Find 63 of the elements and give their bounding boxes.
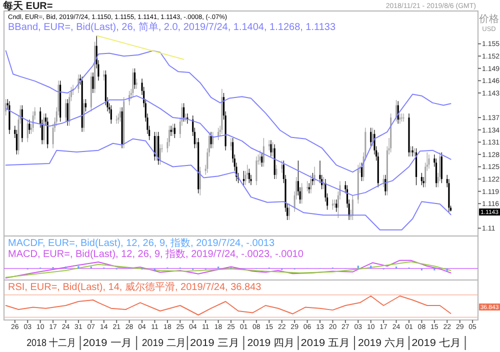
candlestick bbox=[172, 123, 174, 136]
text: 2019 三月 bbox=[190, 338, 240, 349]
candlestick bbox=[66, 98, 68, 126]
candlestick bbox=[28, 119, 30, 134]
candlestick bbox=[399, 113, 401, 124]
candlestick bbox=[259, 150, 261, 165]
candlestick bbox=[281, 160, 283, 174]
candlestick bbox=[270, 140, 272, 157]
candlestick bbox=[132, 68, 134, 98]
candlestick bbox=[16, 130, 18, 155]
candlestick bbox=[261, 152, 263, 168]
candlestick bbox=[308, 182, 310, 194]
candlestick bbox=[370, 128, 372, 147]
series-label: BBand, EUR=, Bid(Last), 26, 简单, 2.0, 2019/7/24, 1.1404, 1.1268, 1.1133 bbox=[8, 21, 336, 33]
line-series bbox=[5, 138, 452, 230]
text: 2019 二月 bbox=[142, 338, 187, 349]
candlestick bbox=[136, 78, 138, 90]
candlestick bbox=[174, 123, 176, 138]
candlestick bbox=[26, 119, 28, 142]
text: 2019 七月 bbox=[412, 337, 461, 349]
candlestick bbox=[288, 203, 290, 220]
candlestick bbox=[334, 199, 336, 208]
series-label: MACD, EUR=, Bid(Last), 12, 26, 9, 指数, 2019/7/24, -.0023, -.0010 bbox=[8, 248, 304, 260]
candlestick bbox=[242, 170, 245, 186]
candlestick bbox=[312, 172, 314, 186]
candlestick bbox=[310, 174, 312, 194]
candlestick bbox=[268, 140, 270, 151]
candlestick bbox=[420, 172, 422, 186]
series-label: MACDF, EUR=, Bid(Last), 12, 26, 9, 指数, 2019/7/24, -.0013 bbox=[8, 237, 275, 249]
candlestick bbox=[276, 164, 278, 180]
candlestick bbox=[196, 138, 198, 149]
candlestick bbox=[336, 199, 338, 212]
candlestick bbox=[422, 176, 424, 188]
text: 2019 四月 bbox=[247, 338, 295, 349]
candlestick bbox=[435, 158, 438, 188]
candlestick bbox=[306, 180, 308, 192]
candlestick bbox=[256, 156, 258, 186]
candlestick bbox=[43, 113, 45, 144]
candlestick bbox=[110, 104, 112, 124]
candlestick bbox=[170, 125, 172, 136]
candlestick bbox=[272, 142, 274, 157]
candlestick bbox=[84, 98, 87, 112]
candlestick bbox=[440, 152, 442, 184]
candlestick bbox=[46, 117, 48, 149]
candlestick bbox=[301, 182, 303, 204]
candlestick bbox=[103, 70, 105, 81]
candlestick bbox=[428, 154, 430, 170]
text: 2019 六月 bbox=[358, 337, 406, 349]
candlestick bbox=[332, 199, 334, 210]
candlestick bbox=[248, 168, 250, 184]
candlestick bbox=[230, 138, 232, 151]
candlestick bbox=[119, 107, 122, 122]
candlestick bbox=[92, 72, 94, 94]
text: 2019 五月 bbox=[300, 338, 350, 349]
candlestick bbox=[64, 98, 67, 122]
text: 2018 十二月 bbox=[26, 337, 82, 349]
candlestick bbox=[210, 132, 212, 149]
text: 2019 一月 bbox=[82, 338, 132, 349]
candlestick bbox=[402, 113, 404, 122]
candlestick bbox=[412, 146, 414, 157]
y-axis-title: 价格 bbox=[478, 13, 499, 25]
series-label: RSI, EUR=, Bid(Last), 14, 威尔德平滑, 2019/7/24, 36.843 bbox=[8, 281, 262, 293]
chart-title: 每天 EUR= bbox=[2, 0, 53, 12]
